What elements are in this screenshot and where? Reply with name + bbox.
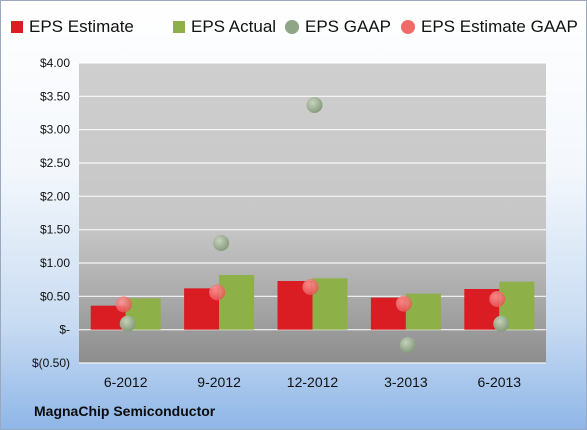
legend-swatch-eps-estimate — [11, 21, 23, 33]
y-tick-label: $- — [59, 323, 70, 337]
points — [115, 97, 510, 353]
y-tick-label: $1.00 — [40, 256, 70, 270]
point-eps-estimate-gaap-3-2013 — [395, 295, 412, 312]
legend-label-eps-estimate: EPS Estimate — [29, 17, 134, 36]
company-label: MagnaChip Semiconductor — [34, 403, 216, 419]
y-tick-label: $(0.50) — [32, 356, 70, 370]
legend-label-eps-estimate-gaap: EPS Estimate GAAP — [421, 17, 578, 36]
legend-swatch-eps-gaap — [285, 20, 299, 34]
point-eps-gaap-12-2012 — [306, 97, 323, 113]
y-tick-label: $3.00 — [40, 123, 70, 137]
bars — [90, 275, 535, 330]
x-tick-label: 6-2012 — [104, 374, 148, 390]
legend-item-eps-gaap: EPS GAAP — [285, 17, 391, 37]
legend-swatch-eps-actual — [173, 21, 185, 33]
point-eps-estimate-gaap-6-2013 — [489, 291, 506, 307]
bar-eps-actual-9-2012 — [219, 275, 255, 330]
point-eps-gaap-6-2012 — [119, 315, 136, 332]
y-tick-label: $1.50 — [40, 223, 70, 237]
x-tick-label: 3-2013 — [384, 374, 428, 390]
x-tick-label: 6-2013 — [478, 374, 522, 390]
y-tick-label: $0.50 — [40, 289, 70, 303]
point-eps-estimate-gaap-6-2012 — [115, 296, 132, 313]
legend-label-eps-gaap: EPS GAAP — [305, 17, 391, 36]
y-axis-ticks: $4.00 $3.50 $3.00 $2.50 $2.00 $1.50 $1.00 $0.50… — [32, 56, 70, 370]
legend-swatch-eps-estimate-gaap — [401, 20, 415, 34]
y-tick-label: $3.50 — [40, 89, 70, 103]
point-eps-estimate-gaap-12-2012 — [302, 279, 319, 295]
bar-eps-actual-3-2013 — [405, 293, 441, 330]
legend-label-eps-actual: EPS Actual — [191, 17, 277, 36]
x-tick-label: 12-2012 — [287, 374, 339, 390]
legend: EPS Estimate EPS Actual EPS GAAP EPS Est… — [9, 17, 586, 43]
y-tick-label: $2.50 — [40, 156, 70, 170]
point-eps-gaap-6-2013 — [493, 315, 510, 332]
legend-item-eps-actual: EPS Actual — [173, 17, 276, 37]
x-axis-ticks: 6-2012 9-2012 12-2012 3-2013 6-2013 — [104, 374, 521, 390]
y-tick-label: $2.00 — [40, 189, 70, 203]
point-eps-gaap-3-2013 — [399, 337, 416, 353]
point-eps-estimate-gaap-9-2012 — [209, 284, 226, 301]
x-tick-label: 9-2012 — [197, 374, 241, 390]
point-eps-gaap-9-2012 — [213, 235, 230, 251]
legend-item-eps-estimate: EPS Estimate — [11, 17, 134, 37]
y-tick-label: $4.00 — [40, 56, 70, 70]
legend-item-eps-estimate-gaap: EPS Estimate GAAP — [401, 17, 578, 37]
